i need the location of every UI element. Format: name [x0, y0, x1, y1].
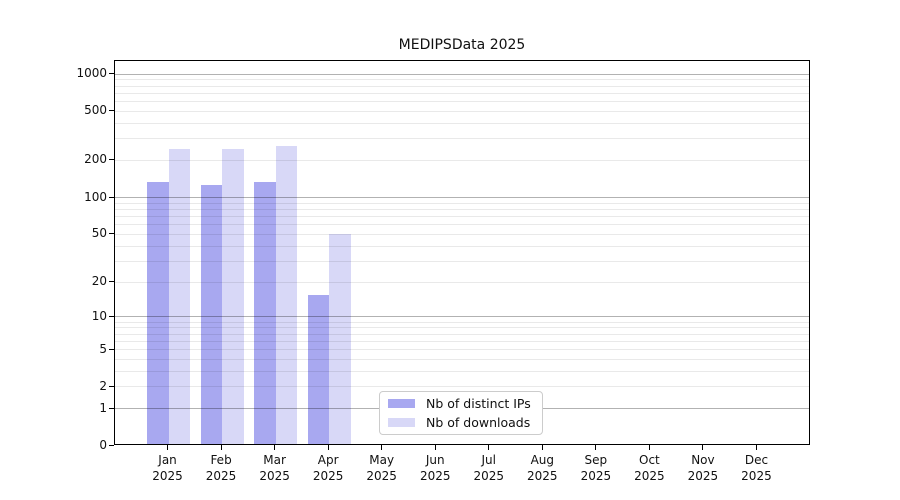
- x-tick-label: Aug 2025: [527, 453, 558, 483]
- bar-ips-apr: [307, 294, 330, 444]
- x-tick-label: Dec 2025: [741, 453, 772, 483]
- x-tick: [434, 445, 436, 450]
- gridline-major: [115, 73, 809, 75]
- x-tick-label: Feb 2025: [205, 453, 237, 483]
- y-tick-label: 1: [99, 400, 107, 415]
- legend-label-ips: Nb of distinct IPs: [426, 396, 531, 411]
- gridline-minor: [115, 100, 809, 102]
- x-tick: [595, 445, 597, 450]
- y-tick-label: 100: [84, 189, 107, 204]
- gridline-minor: [115, 224, 809, 226]
- y-tick: [109, 233, 114, 235]
- y-tick: [109, 159, 114, 161]
- bar-downloads-mar: [275, 146, 298, 444]
- x-tick: [167, 445, 169, 450]
- x-tick-label: Jan 2025: [152, 453, 183, 483]
- y-tick: [109, 315, 114, 317]
- gridline-minor: [115, 260, 809, 262]
- gridline-minor: [115, 208, 809, 210]
- gridline-minor: [115, 85, 809, 87]
- legend-swatch-ips-icon: [388, 399, 415, 408]
- legend-swatch-downloads-icon: [388, 418, 415, 427]
- legend-label-downloads: Nb of downloads: [426, 415, 531, 430]
- y-tick-label: 200: [84, 152, 107, 167]
- bar-ips-jan: [147, 181, 169, 444]
- y-tick-label: 2: [99, 378, 107, 393]
- gridline-major: [115, 197, 809, 198]
- x-tick-label: Apr 2025: [312, 453, 344, 483]
- gridline-minor: [115, 245, 809, 247]
- x-tick: [381, 445, 383, 450]
- x-tick-label: Jun 2025: [419, 453, 451, 483]
- y-tick: [109, 445, 114, 446]
- x-tick-label: Nov 2025: [687, 453, 719, 483]
- gridline-major: [115, 316, 809, 318]
- x-tick-label: May 2025: [366, 453, 397, 483]
- x-tick: [488, 445, 490, 450]
- x-tick: [327, 445, 329, 450]
- y-tick-label: 5: [99, 341, 107, 356]
- gridline-minor: [115, 79, 809, 81]
- x-tick-label: Sep 2025: [580, 453, 612, 483]
- y-tick: [109, 196, 114, 198]
- x-tick-label: Oct 2025: [634, 453, 665, 483]
- y-tick-label: 500: [84, 103, 107, 118]
- gridline-minor: [115, 281, 809, 283]
- gridline-minor: [115, 333, 809, 335]
- legend: Nb of distinct IPs Nb of downloads: [379, 391, 543, 435]
- y-tick: [109, 385, 114, 387]
- x-tick: [702, 445, 704, 450]
- gridline-minor: [115, 138, 809, 140]
- gridline-minor: [115, 92, 809, 94]
- y-tick: [109, 407, 114, 409]
- x-tick: [541, 445, 543, 450]
- chart-title: MEDIPSData 2025: [398, 37, 526, 53]
- gridline-minor: [115, 202, 809, 204]
- y-tick-label: 50: [91, 226, 107, 241]
- gridline-minor: [115, 321, 809, 323]
- gridline-minor: [115, 215, 809, 217]
- gridline-minor: [115, 233, 809, 235]
- legend-row-downloads: Nb of downloads: [380, 415, 542, 430]
- y-tick-label: 10: [91, 308, 107, 323]
- y-tick: [109, 348, 114, 350]
- gridline-minor: [115, 340, 809, 342]
- gridline-minor: [115, 386, 809, 388]
- bars-layer: [115, 61, 809, 444]
- y-tick-label: 20: [91, 274, 107, 289]
- bar-ips-feb: [200, 184, 223, 444]
- y-tick: [109, 110, 114, 112]
- x-tick: [755, 445, 757, 450]
- x-tick: [274, 445, 276, 450]
- y-tick-label: 0: [99, 438, 107, 452]
- x-tick-label: Jul 2025: [473, 453, 505, 483]
- x-tick-label: Mar 2025: [259, 453, 290, 483]
- gridline-minor: [115, 349, 809, 351]
- bar-downloads-feb: [222, 148, 244, 444]
- bar-ips-mar: [254, 181, 276, 444]
- bar-downloads-apr: [329, 234, 351, 444]
- x-tick: [220, 445, 222, 450]
- bar-downloads-jan: [168, 148, 191, 444]
- gridline-minor: [115, 159, 809, 161]
- gridline-minor: [115, 358, 809, 360]
- gridline-minor: [115, 122, 809, 124]
- x-tick: [648, 445, 650, 450]
- legend-row-ips: Nb of distinct IPs: [380, 396, 542, 411]
- grid-layer: [115, 61, 809, 444]
- plot-area: [114, 60, 810, 445]
- gridline-minor: [115, 327, 809, 329]
- gridline-minor: [115, 110, 809, 112]
- y-tick: [109, 281, 114, 283]
- gridline-minor: [115, 370, 809, 372]
- y-tick: [109, 73, 114, 74]
- y-tick-label: 1000: [76, 66, 107, 80]
